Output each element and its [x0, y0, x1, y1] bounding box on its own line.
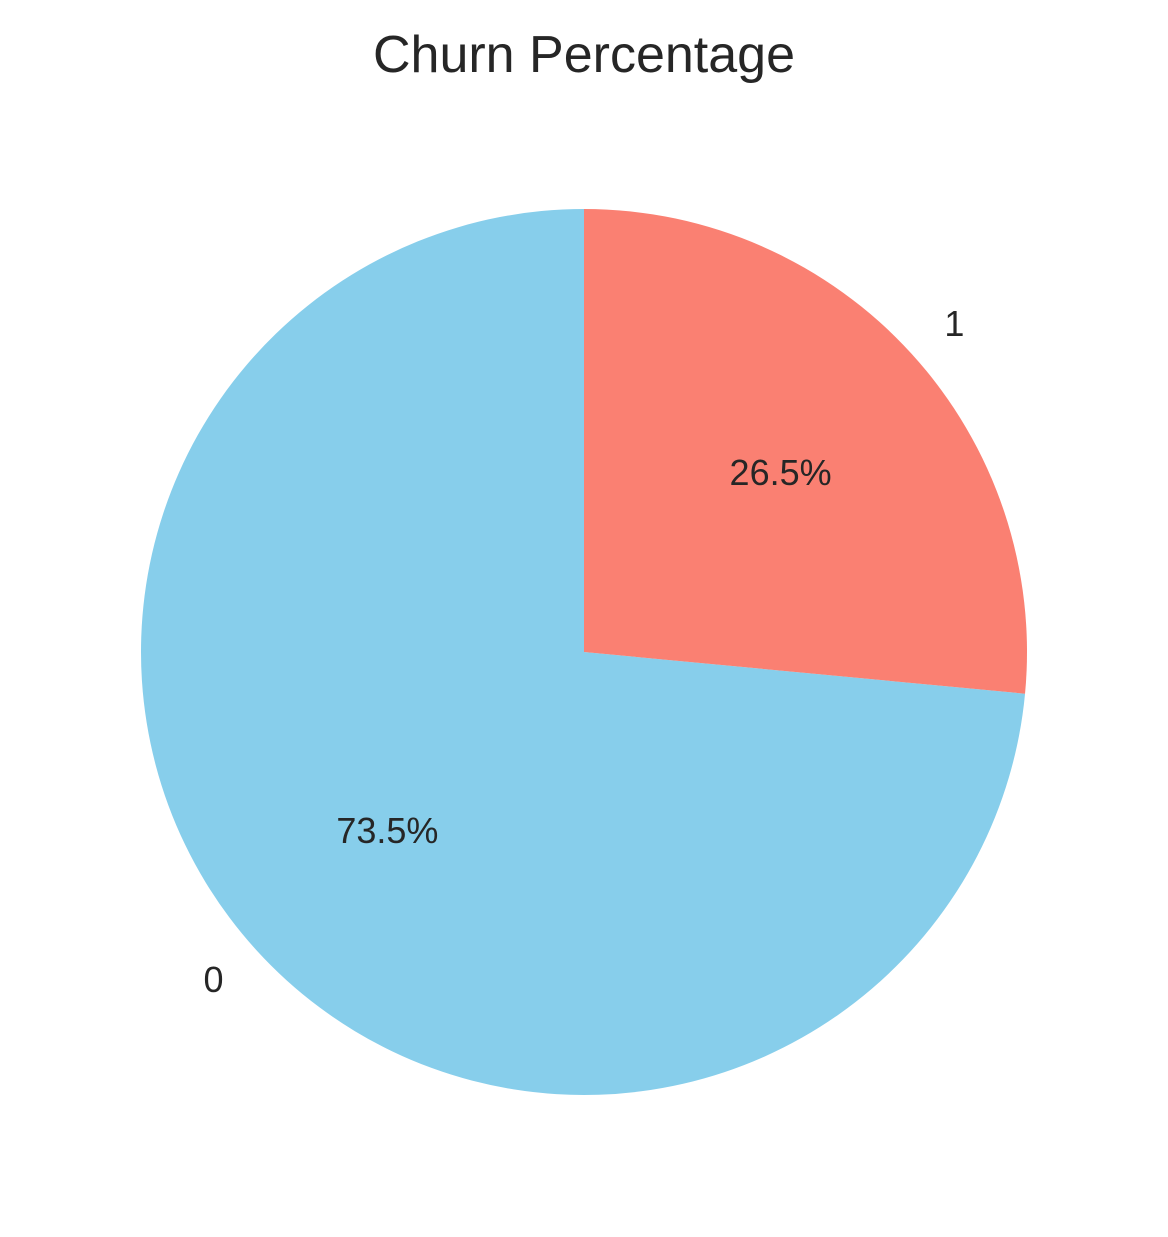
- chart-title: Churn Percentage: [373, 26, 795, 84]
- slice-label-1: 1: [944, 303, 964, 344]
- pie-labels: 0 73.5% 1 26.5%: [204, 303, 965, 1000]
- pie-slice-1: [584, 209, 1027, 694]
- slice-label-0: 0: [204, 959, 224, 1000]
- slice-percent-0: 73.5%: [336, 810, 438, 851]
- pie-slice-0: [141, 209, 1026, 1095]
- pie-slices: [141, 209, 1027, 1095]
- slice-percent-1: 26.5%: [730, 452, 832, 493]
